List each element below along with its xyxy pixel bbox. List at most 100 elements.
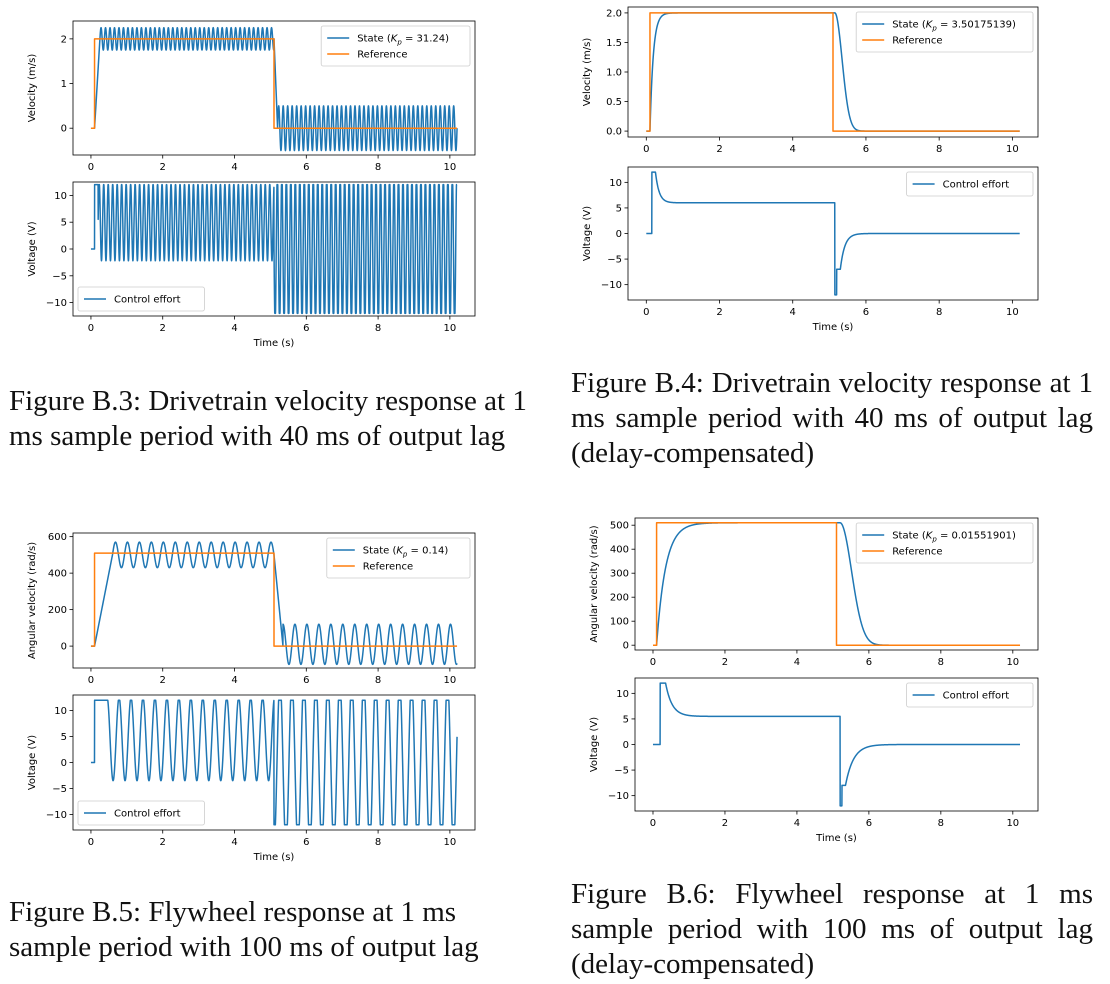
- y-axis-label: Velocity (m/s): [582, 38, 593, 107]
- x-tick-label: 8: [938, 818, 944, 829]
- figure-b4: 0.0 0.5 1.0 1.5 2.0 0 2 4 6 8 10 Velocity (m/s) Stat…: [582, 2, 1055, 335]
- y-tick-label: 600: [48, 532, 67, 543]
- x-tick-label: 10: [444, 323, 457, 334]
- b3-top: 0 1 2 0 2 4 6 8 10 Velocity (m/s) State (Kp = 31.2…: [27, 20, 476, 173]
- x-tick-label: 6: [303, 837, 309, 848]
- y-tick-label: 1.5: [606, 38, 622, 49]
- x-tick-label: 10: [1006, 307, 1019, 318]
- y-tick-label: −5: [607, 255, 622, 266]
- x-tick-label: 4: [231, 675, 237, 686]
- control-effort-line: [652, 682, 1021, 807]
- b6-top: 0 100 200 300 400 500 0 2 4 6 8 10 Angular velocity …: [589, 517, 1039, 668]
- legend-label: State (Kp = 0.14): [363, 546, 449, 559]
- b4-bottom: −10 −5 0 5 10 0 2 4 6 8 10 Time (s) Voltage (V) Contr…: [582, 166, 1039, 333]
- reference-line: [646, 12, 1020, 132]
- y-tick-label: 5: [616, 203, 622, 214]
- figure-b3-plot: 0 1 2 0 2 4 6 8 10 Velocity (m/s) State (Kp = 31.2…: [27, 20, 476, 349]
- legend-label: Control effort: [943, 691, 1010, 702]
- x-tick-label: 2: [716, 307, 722, 318]
- x-tick-label: 0: [88, 837, 94, 848]
- x-tick-label: 0: [88, 323, 94, 334]
- x-tick-label: 8: [375, 162, 381, 173]
- x-axis-label: Time (s): [812, 322, 854, 333]
- x-tick-label: 8: [936, 144, 942, 155]
- reference-line: [652, 522, 1021, 646]
- b6-bottom-legend: Control effort: [906, 682, 1034, 708]
- x-tick-label: 0: [643, 144, 649, 155]
- caption-b3: Figure B.3: Drivetrain velocity response…: [9, 385, 527, 452]
- x-tick-label: 8: [375, 837, 381, 848]
- legend-box: [320, 25, 471, 67]
- b4-top-legend: State (Kp = 3.50175139) Reference: [855, 11, 1034, 53]
- b3-bottom: −10 −5 0 5 10 0 2 4 6 8 10 Time (s) Voltage (V) Contr…: [27, 181, 476, 349]
- y-tick-label: −10: [46, 298, 67, 309]
- x-tick-label: 8: [375, 675, 381, 686]
- x-axis-label: Time (s): [253, 338, 295, 349]
- x-axis-label: Time (s): [253, 852, 295, 863]
- y-tick-label: −10: [601, 280, 622, 291]
- legend-box: [906, 682, 1034, 708]
- x-tick-label: 6: [866, 818, 872, 829]
- caption-b6: Figure B.6: Flywheel response at 1 ms sa…: [571, 878, 1093, 980]
- y-tick-label: 300: [610, 569, 629, 580]
- x-tick-label: 10: [1006, 818, 1019, 829]
- y-axis-label: Voltage (V): [27, 221, 38, 276]
- legend-box: [906, 171, 1034, 197]
- b5-bottom-legend: Control effort: [77, 800, 205, 826]
- legend-box: [855, 522, 1034, 564]
- caption-b4: Figure B.4: Drivetrain velocity response…: [571, 367, 1093, 469]
- y-tick-label: 0: [61, 124, 67, 135]
- y-tick-label: 10: [616, 689, 629, 700]
- y-tick-label: −5: [52, 784, 67, 795]
- figure-b3: 0 1 2 0 2 4 6 8 10 Velocity (m/s) State (Kp = 31.2…: [20, 10, 490, 355]
- b4-top: 0.0 0.5 1.0 1.5 2.0 0 2 4 6 8 10 Velocity (m/s) Stat…: [582, 6, 1039, 155]
- reference-line: [90, 38, 458, 129]
- x-tick-label: 0: [88, 675, 94, 686]
- y-tick-label: 400: [610, 545, 629, 556]
- x-tick-label: 6: [303, 162, 309, 173]
- y-axis-label: Voltage (V): [582, 206, 593, 261]
- x-tick-label: 2: [160, 675, 166, 686]
- x-tick-label: 10: [1006, 657, 1019, 668]
- y-axis-label: Angular velocity (rad/s): [589, 525, 600, 642]
- control-effort-line: [90, 699, 458, 826]
- b5-bottom: −10 −5 0 5 10 0 2 4 6 8 10 Time (s) Voltage (V) Contr…: [27, 694, 476, 863]
- legend-label: Control effort: [943, 180, 1010, 191]
- y-tick-label: 5: [61, 732, 67, 743]
- y-tick-label: 10: [54, 706, 67, 717]
- y-axis-label: Velocity (m/s): [27, 54, 38, 123]
- y-tick-label: −10: [46, 810, 67, 821]
- legend-label: State (Kp = 31.24): [357, 34, 449, 47]
- x-tick-label: 2: [160, 323, 166, 334]
- y-tick-label: 200: [610, 593, 629, 604]
- reference-line: [90, 552, 458, 647]
- legend-label: Reference: [892, 36, 942, 47]
- caption-b5: Figure B.5: Flywheel response at 1 ms sa…: [9, 896, 479, 963]
- legend-label: Control effort: [114, 295, 181, 306]
- control-effort-line: [645, 171, 1021, 296]
- b6-top-frame: [634, 517, 1039, 651]
- x-tick-label: 4: [794, 657, 800, 668]
- x-tick-label: 10: [1006, 144, 1019, 155]
- y-tick-label: 0: [623, 641, 629, 652]
- x-tick-label: 2: [716, 144, 722, 155]
- y-tick-label: −5: [614, 766, 629, 777]
- x-tick-label: 0: [650, 818, 656, 829]
- b3-top-frame: [72, 20, 476, 156]
- y-axis-label: Voltage (V): [589, 717, 600, 772]
- y-tick-label: 0.5: [606, 97, 622, 108]
- y-tick-label: 0: [61, 642, 67, 653]
- x-tick-label: 6: [863, 307, 869, 318]
- y-tick-label: 100: [610, 617, 629, 628]
- x-tick-label: 0: [88, 162, 94, 173]
- figure-b4-plot: 0.0 0.5 1.0 1.5 2.0 0 2 4 6 8 10 Velocity (m/s) Stat…: [582, 6, 1039, 333]
- legend-label: Control effort: [114, 809, 181, 820]
- x-tick-label: 4: [790, 144, 796, 155]
- control-effort-line: [90, 183, 458, 315]
- y-axis-label: Angular velocity (rad/s): [27, 542, 38, 659]
- x-tick-label: 4: [231, 837, 237, 848]
- figure-b6: 0 100 200 300 400 500 0 2 4 6 8 10 Angular velocity …: [585, 512, 1055, 847]
- legend-label: State (Kp = 3.50175139): [892, 20, 1016, 33]
- y-tick-label: 0: [616, 229, 622, 240]
